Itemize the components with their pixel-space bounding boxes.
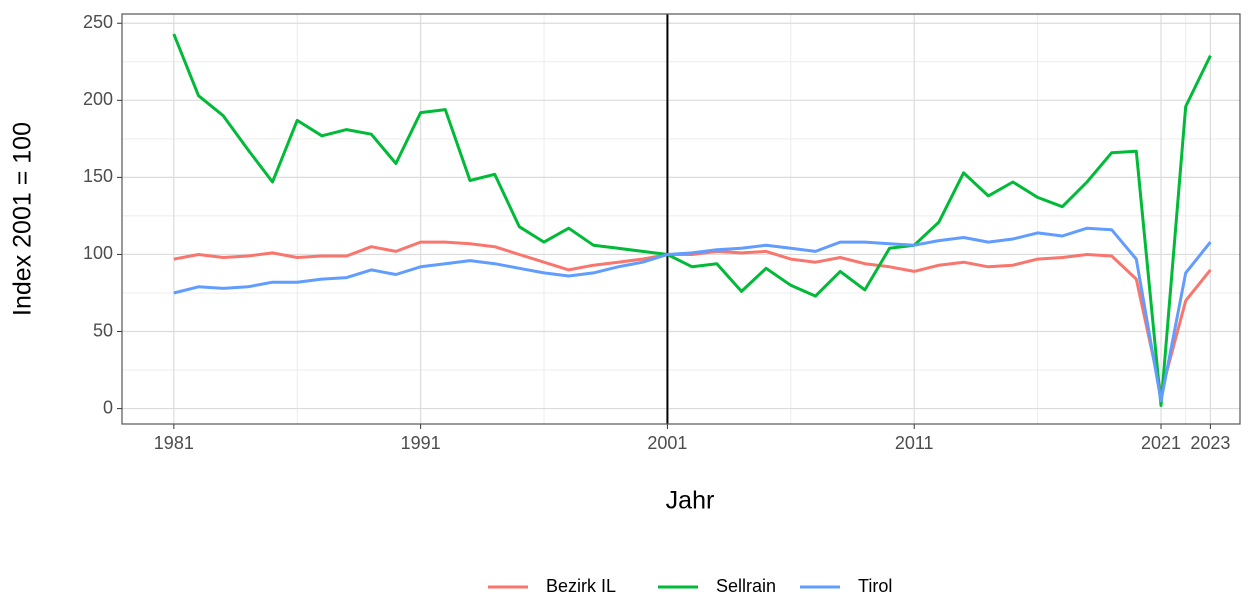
legend-label: Tirol [858,576,892,596]
y-tick-label: 150 [83,166,113,186]
y-tick-label: 0 [103,397,113,417]
y-tick-label: 50 [93,320,113,340]
x-axis-title: Jahr [666,487,715,515]
x-tick-label: 2001 [647,433,687,453]
series-line [172,33,1212,407]
y-tick-label: 100 [83,243,113,263]
x-tick-label: 2011 [895,433,934,453]
x-tick-label: 2021 [1141,433,1181,453]
y-axis-title: Index 2001 = 100 [9,122,37,316]
panel-border [121,13,1241,425]
series-line [173,226,1212,403]
x-tick-label: 1991 [401,433,441,453]
legend-label: Sellrain [716,576,776,596]
x-tick-label: 1981 [154,433,194,453]
y-tick-label: 200 [83,89,113,109]
y-tick-label: 250 [83,12,113,32]
x-tick-label: 2023 [1190,433,1230,453]
legend-label: Bezirk IL [546,576,616,596]
series-line [173,240,1212,395]
